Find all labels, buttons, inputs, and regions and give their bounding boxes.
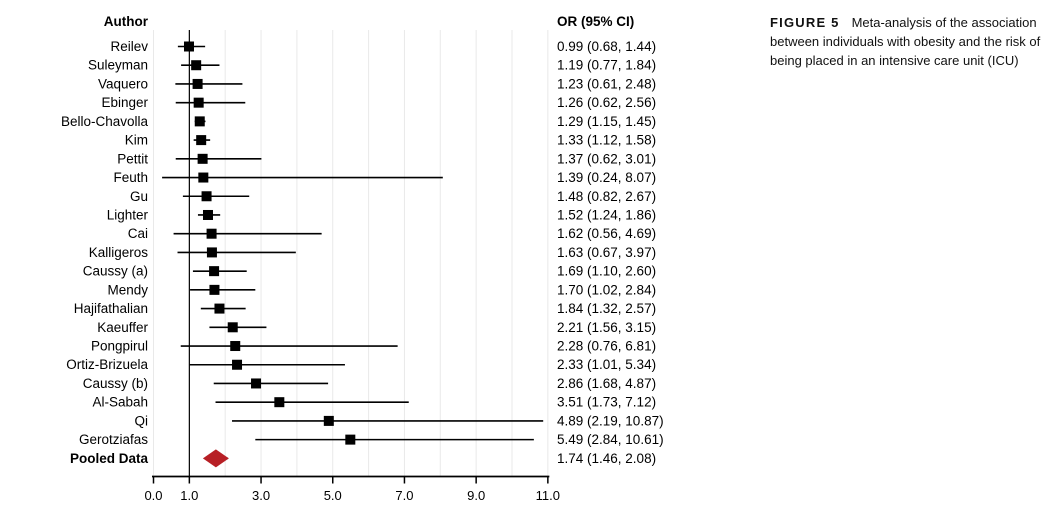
or-value-label: 1.69 (1.10, 2.60) — [557, 264, 656, 279]
author-column-header: Author — [104, 14, 149, 29]
x-axis-tick-label: 3.0 — [252, 488, 270, 503]
or-square-marker — [206, 228, 217, 239]
x-axis-tick-label: 0.0 — [144, 488, 162, 503]
author-label: Kalligeros — [89, 245, 149, 260]
or-square-marker — [274, 397, 285, 408]
author-label: Gerotziafas — [79, 432, 148, 447]
author-label: Ebinger — [101, 95, 148, 110]
x-axis-tick-label: 5.0 — [324, 488, 342, 503]
or-square-marker — [202, 209, 213, 220]
or-square-marker — [192, 78, 203, 89]
author-label: Pettit — [117, 151, 148, 166]
author-label: Kim — [125, 133, 148, 148]
or-square-marker — [214, 303, 225, 314]
or-value-label: 1.70 (1.02, 2.84) — [557, 282, 656, 297]
or-value-label: 1.19 (0.77, 1.84) — [557, 58, 656, 73]
author-label: Gu — [130, 189, 148, 204]
or-value-label: 4.89 (2.19, 10.87) — [557, 413, 664, 428]
or-value-label: 1.74 (1.46, 2.08) — [557, 451, 656, 466]
author-label: Vaquero — [98, 76, 148, 91]
or-square-marker — [232, 359, 243, 370]
figure-caption: FIGURE 5 Meta-analysis of the association… — [770, 13, 1042, 70]
or-square-marker — [251, 378, 262, 389]
or-value-label: 2.33 (1.01, 5.34) — [557, 357, 656, 372]
author-label: Mendy — [107, 282, 148, 297]
or-square-marker — [196, 135, 207, 146]
x-axis-tick-label: 11.0 — [536, 488, 560, 503]
x-axis-tick-label: 9.0 — [467, 488, 485, 503]
or-value-label: 1.48 (0.82, 2.67) — [557, 189, 656, 204]
or-value-label: 2.28 (0.76, 6.81) — [557, 339, 656, 354]
figure-caption-text: Meta-analysis of the association between… — [770, 15, 1041, 68]
or-value-label: 3.51 (1.73, 7.12) — [557, 395, 656, 410]
author-label: Feuth — [113, 170, 148, 185]
author-label: Bello-Chavolla — [61, 114, 149, 129]
or-square-marker — [194, 116, 205, 127]
or-value-label: 1.33 (1.12, 1.58) — [557, 133, 656, 148]
or-square-marker — [201, 191, 212, 202]
or-square-marker — [230, 341, 241, 352]
figure-label: FIGURE 5 — [770, 15, 840, 30]
or-square-marker — [206, 247, 217, 258]
author-label: Pongpirul — [91, 339, 148, 354]
or-square-marker — [227, 322, 238, 333]
author-label: Suleyman — [88, 58, 148, 73]
author-label: Lighter — [107, 207, 149, 222]
pooled-diamond-marker — [202, 449, 229, 468]
forest-plot-svg: Author OR (95% CI) Reilev 0.99 (0.68, 1.44)… — [61, 14, 664, 503]
author-label: Pooled Data — [70, 451, 149, 466]
or-column-header: OR (95% CI) — [557, 14, 634, 29]
or-square-marker — [209, 284, 220, 295]
or-value-label: 5.49 (2.84, 10.61) — [557, 432, 664, 447]
or-value-label: 2.86 (1.68, 4.87) — [557, 376, 656, 391]
or-value-label: 1.37 (0.62, 3.01) — [557, 151, 656, 166]
or-square-marker — [345, 434, 356, 445]
or-square-marker — [198, 172, 209, 183]
or-value-label: 1.63 (0.67, 3.97) — [557, 245, 656, 260]
x-axis-tick-label: 7.0 — [395, 488, 413, 503]
or-value-label: 1.26 (0.62, 2.56) — [557, 95, 656, 110]
or-value-label: 1.84 (1.32, 2.57) — [557, 301, 656, 316]
x-axis-tick-label: 1.0 — [180, 488, 198, 503]
author-label: Qi — [135, 413, 149, 428]
or-value-label: 2.21 (1.56, 3.15) — [557, 320, 656, 335]
or-value-label: 1.23 (0.61, 2.48) — [557, 76, 656, 91]
author-label: Caussy (a) — [83, 264, 148, 279]
author-label: Reilev — [110, 39, 148, 54]
author-label: Caussy (b) — [83, 376, 148, 391]
or-square-marker — [197, 153, 208, 164]
or-value-label: 1.62 (0.56, 4.69) — [557, 226, 656, 241]
author-label: Ortiz-Brizuela — [66, 357, 148, 372]
or-value-label: 1.52 (1.24, 1.86) — [557, 207, 656, 222]
or-square-marker — [191, 60, 202, 71]
or-square-marker — [183, 41, 194, 52]
author-label: Al-Sabah — [92, 395, 148, 410]
or-square-marker — [209, 266, 220, 277]
author-label: Kaeuffer — [97, 320, 148, 335]
or-value-label: 1.39 (0.24, 8.07) — [557, 170, 656, 185]
author-label: Cai — [128, 226, 148, 241]
or-square-marker — [323, 415, 334, 426]
or-value-label: 1.29 (1.15, 1.45) — [557, 114, 656, 129]
author-label: Hajifathalian — [74, 301, 148, 316]
or-value-label: 0.99 (0.68, 1.44) — [557, 39, 656, 54]
or-square-marker — [193, 97, 204, 108]
